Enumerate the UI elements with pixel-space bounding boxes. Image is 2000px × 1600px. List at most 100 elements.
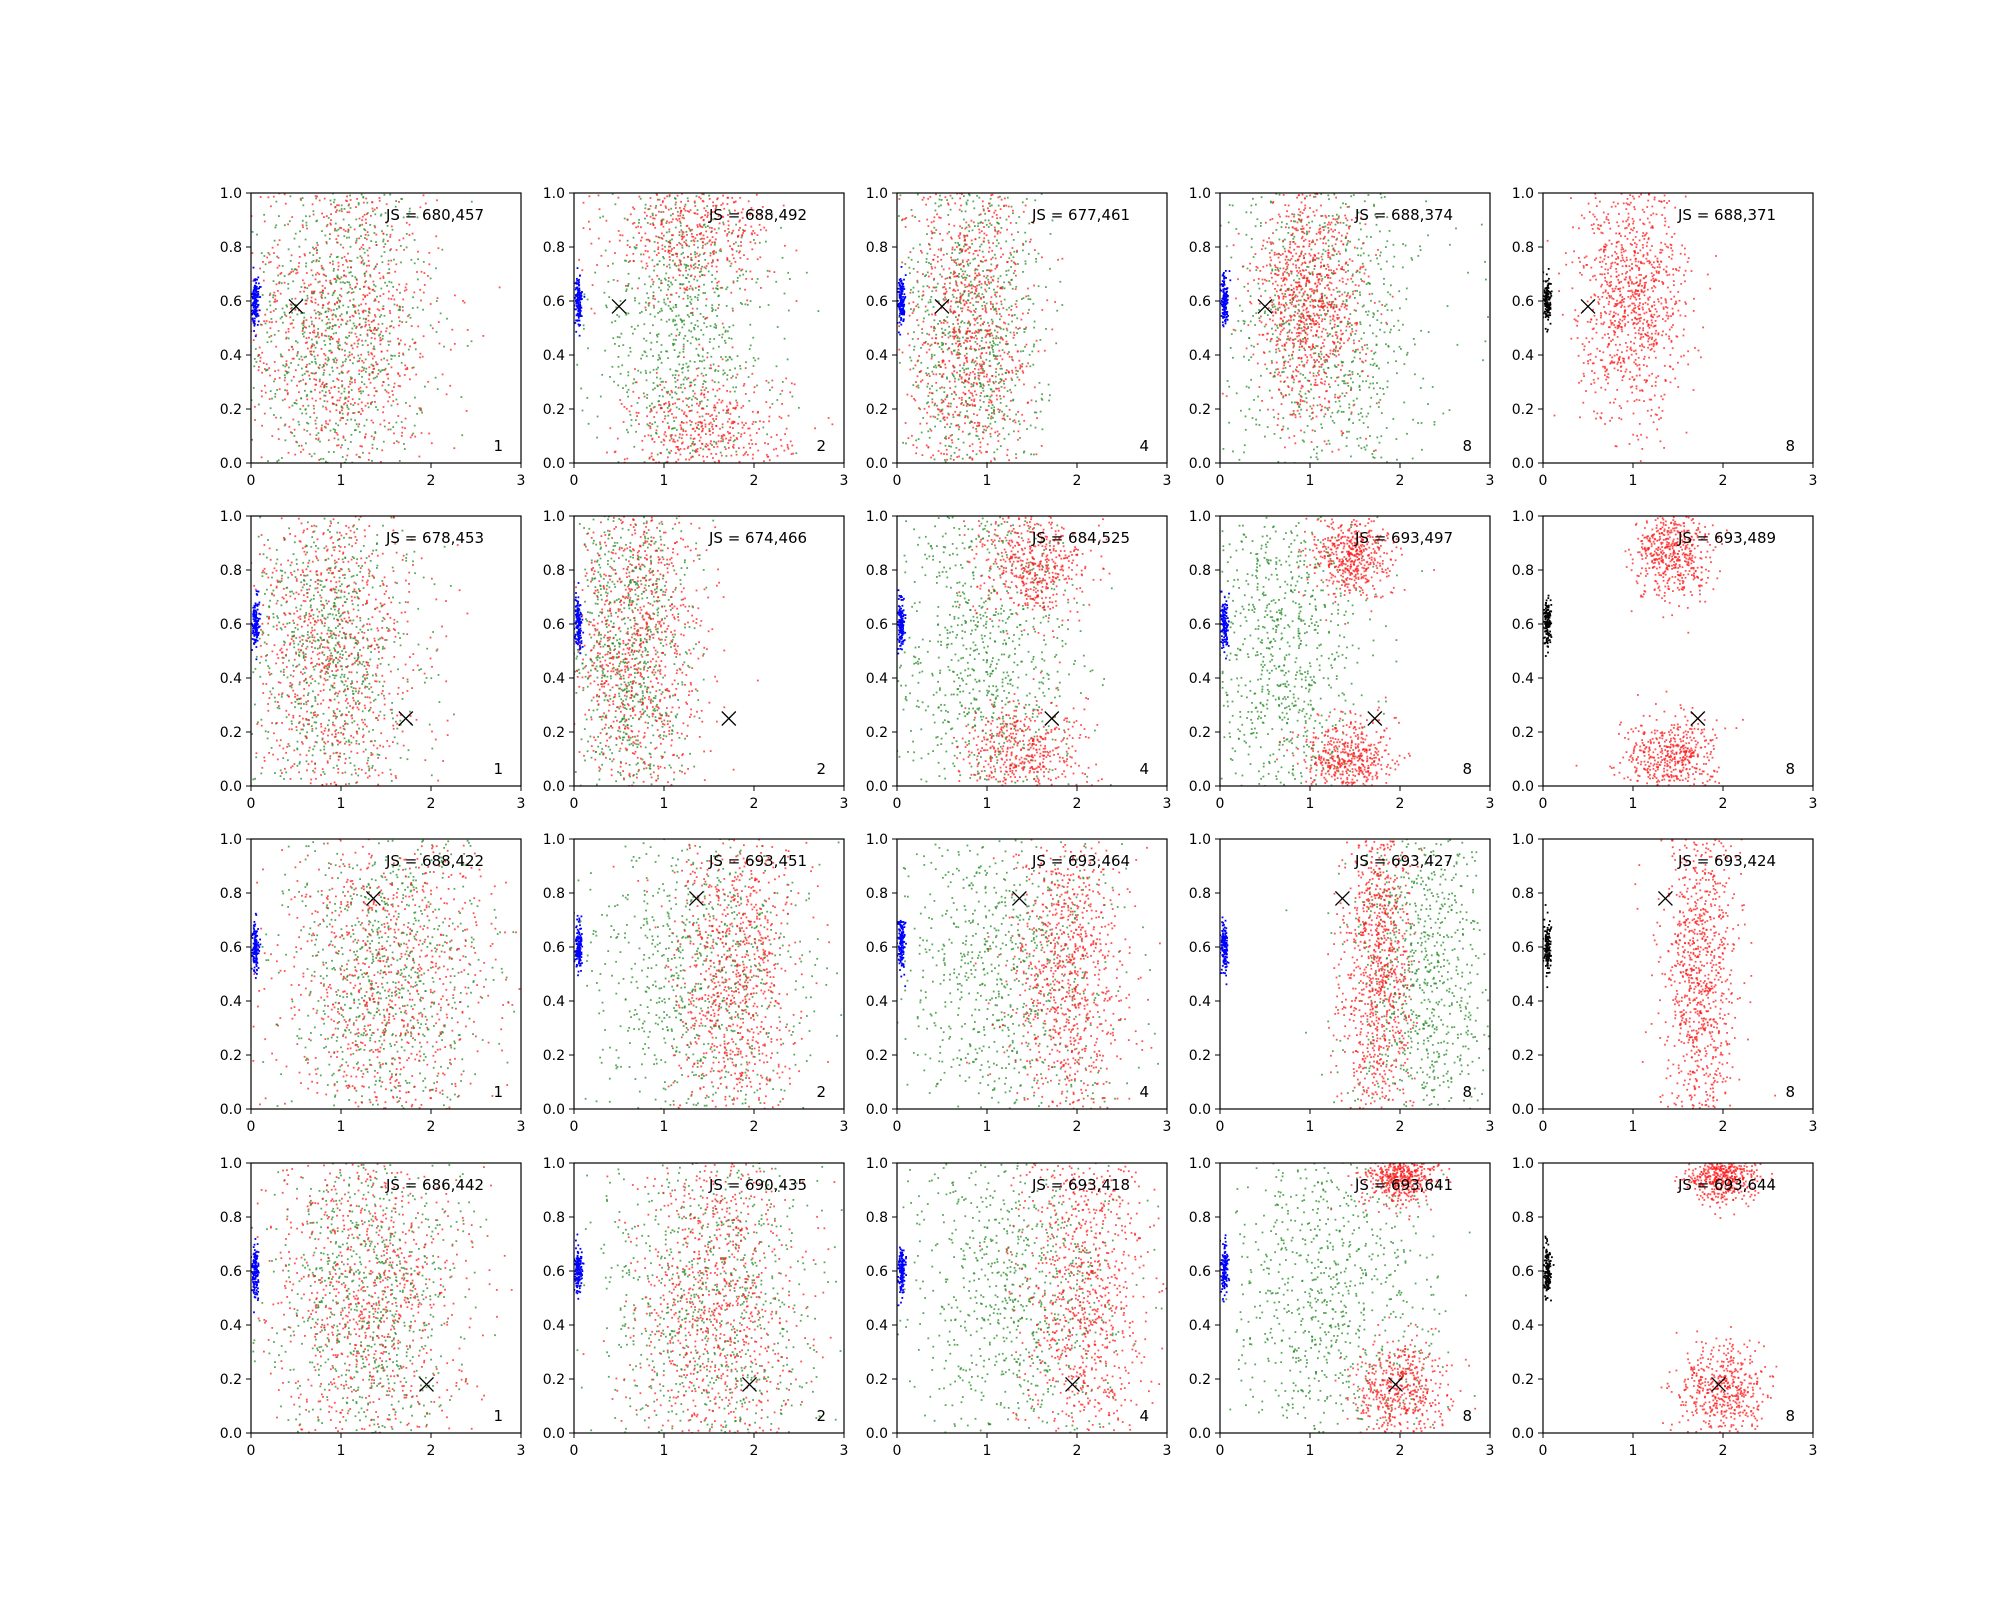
red-point: [343, 269, 345, 272]
green-point: [959, 299, 961, 301]
red-point: [750, 207, 753, 209]
green-point: [939, 194, 941, 197]
red-point: [974, 276, 977, 279]
red-point: [930, 237, 933, 240]
green-point: [360, 326, 362, 329]
red-point: [320, 294, 323, 296]
red-point: [690, 265, 693, 268]
green-point: [789, 278, 791, 280]
green-point: [337, 297, 339, 300]
red-point: [635, 381, 638, 384]
green-point: [993, 412, 996, 415]
green-point: [315, 362, 317, 365]
green-point: [977, 292, 980, 295]
green-point: [329, 199, 332, 202]
green-point: [327, 356, 330, 359]
green-point: [321, 389, 324, 392]
red-point: [964, 250, 967, 253]
green-point: [380, 369, 383, 372]
red-point: [305, 299, 308, 302]
green-point: [405, 402, 407, 404]
green-point: [979, 406, 982, 408]
red-point: [413, 291, 416, 294]
red-point: [645, 238, 648, 241]
green-point: [983, 395, 986, 398]
green-point: [696, 307, 699, 310]
red-point: [1006, 352, 1009, 355]
green-point: [1027, 294, 1030, 297]
red-point: [921, 454, 924, 456]
green-point: [938, 346, 941, 348]
red-point: [946, 453, 948, 456]
red-point: [729, 401, 731, 404]
red-point: [789, 440, 792, 443]
green-point: [720, 356, 722, 358]
red-point: [694, 262, 697, 265]
green-point: [384, 243, 387, 245]
green-point: [662, 380, 664, 383]
green-point: [720, 437, 723, 440]
red-point: [334, 206, 337, 209]
red-point: [740, 211, 743, 214]
red-point: [366, 294, 369, 297]
red-point: [691, 235, 694, 238]
green-point: [1048, 399, 1050, 402]
green-point: [735, 399, 738, 402]
red-point: [971, 332, 974, 334]
green-point: [400, 421, 403, 423]
green-point: [726, 378, 729, 381]
red-point: [354, 379, 356, 381]
green-point: [381, 261, 384, 264]
green-point: [746, 303, 749, 306]
red-point: [937, 260, 939, 263]
source-cluster-point: [577, 316, 580, 319]
red-point: [1007, 205, 1010, 208]
green-point: [1014, 344, 1017, 346]
green-point: [334, 314, 337, 317]
red-point: [688, 410, 691, 412]
green-point: [694, 266, 697, 269]
green-point: [927, 401, 929, 404]
red-point: [696, 213, 699, 215]
red-point: [368, 452, 371, 455]
red-point: [1012, 359, 1014, 362]
red-point: [735, 270, 738, 273]
red-point: [342, 364, 344, 367]
red-point: [323, 385, 325, 388]
green-point: [667, 414, 670, 417]
green-point: [951, 197, 954, 200]
red-point: [970, 385, 973, 388]
red-point: [654, 298, 656, 301]
green-point: [352, 306, 355, 308]
red-point: [667, 208, 670, 211]
red-point: [739, 250, 741, 253]
green-point: [718, 249, 721, 252]
red-point: [293, 375, 295, 378]
green-point: [339, 294, 341, 296]
red-point: [345, 397, 348, 400]
green-point: [1033, 320, 1036, 323]
red-point: [971, 443, 974, 446]
red-point: [959, 364, 961, 367]
green-point: [998, 313, 1001, 315]
green-point: [398, 320, 401, 323]
green-point: [325, 323, 328, 326]
green-point: [321, 366, 324, 369]
red-point: [941, 336, 944, 338]
green-point: [329, 342, 331, 345]
green-point: [963, 218, 965, 221]
red-point: [379, 339, 382, 342]
red-point: [978, 231, 981, 234]
green-point: [611, 193, 614, 195]
green-point: [340, 405, 343, 408]
source-cluster-point: [577, 279, 580, 282]
green-point: [1006, 343, 1008, 346]
green-point: [966, 199, 969, 202]
red-point: [973, 309, 975, 312]
green-point: [382, 240, 385, 243]
green-point: [408, 313, 411, 316]
green-point: [387, 363, 390, 365]
green-point: [656, 453, 659, 456]
green-point: [650, 341, 653, 344]
green-point: [690, 256, 693, 259]
